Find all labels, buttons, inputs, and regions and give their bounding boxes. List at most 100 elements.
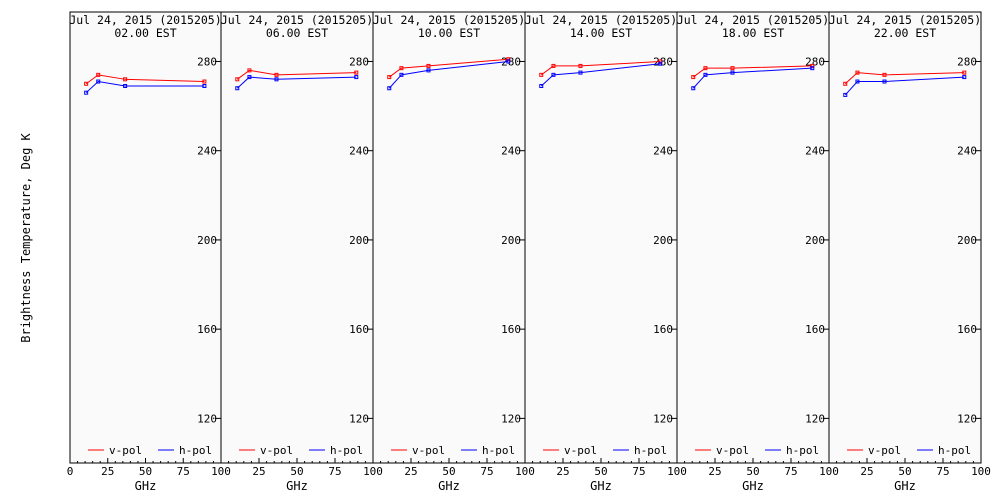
data-point-h-pol: [691, 86, 696, 91]
panel-1: Jul 24, 2015 (2015205)02.00 EST 120 160 200…: [67, 11, 231, 493]
x-tick-label: 50: [442, 465, 455, 478]
data-point-h-pol: [274, 77, 279, 82]
x-tick-label: 50: [898, 465, 911, 478]
data-point-h-pol: [123, 84, 128, 88]
data-point-h-pol: [539, 84, 544, 88]
data-point-v-pol: [691, 75, 696, 80]
legend-label-v-pol: v-pol: [260, 444, 293, 457]
y-tick-label: 280: [653, 55, 673, 68]
data-point-v-pol: [506, 57, 511, 62]
data-point-h-pol: [202, 84, 207, 88]
y-tick-label: 280: [197, 55, 217, 68]
legend-label-v-pol: v-pol: [109, 444, 142, 457]
data-point-v-pol: [274, 72, 279, 77]
data-point-h-pol: [84, 90, 89, 95]
x-tick-label: 100: [515, 465, 535, 478]
x-axis-label: GHz: [438, 479, 460, 493]
y-tick-label: 120: [653, 412, 673, 425]
y-tick-label: 200: [197, 234, 217, 247]
legend-label-h-pol: h-pol: [938, 444, 971, 457]
panel-title-time: 18.00 EST: [722, 26, 784, 40]
y-tick-label: 120: [349, 412, 369, 425]
data-point-h-pol: [235, 86, 240, 91]
x-tick-label: 50: [290, 465, 303, 478]
y-axis-label: Brightness Temperature, Deg K: [19, 132, 33, 342]
x-tick-label: 75: [632, 465, 645, 478]
panel-title-time: 22.00 EST: [874, 26, 936, 40]
y-tick-label: 280: [957, 55, 977, 68]
panel-4: Jul 24, 2015 (2015205)14.00 EST 120 160 200…: [524, 11, 687, 493]
data-point-v-pol: [551, 63, 556, 68]
data-point-v-pol: [962, 70, 967, 75]
y-tick-label: 240: [653, 145, 673, 158]
data-point-v-pol: [387, 75, 392, 80]
data-point-v-pol: [882, 72, 887, 77]
panel-title-date: Jul 24, 2015 (2015205): [373, 13, 525, 27]
x-axis-label: GHz: [742, 479, 764, 493]
y-tick-label: 160: [805, 323, 825, 336]
panel-title-date: Jul 24, 2015 (2015205): [677, 13, 829, 27]
y-tick-label: 120: [957, 412, 977, 425]
y-tick-label: 280: [501, 55, 521, 68]
x-tick-label: 25: [556, 465, 569, 478]
y-tick-label: 160: [349, 323, 369, 336]
y-tick-label: 200: [653, 234, 673, 247]
panel-title-date: Jul 24, 2015 (2015205): [221, 13, 373, 27]
data-point-v-pol: [855, 70, 860, 75]
y-tick-label: 200: [805, 234, 825, 247]
x-tick-label: 25: [860, 465, 873, 478]
y-tick-label: 240: [805, 145, 825, 158]
data-point-v-pol: [247, 68, 252, 73]
data-point-v-pol: [426, 63, 431, 68]
y-tick-label: 240: [501, 145, 521, 158]
x-tick-label: 75: [784, 465, 797, 478]
panel-frame: [69, 11, 222, 464]
panels-group: Jul 24, 2015 (2015205) 02.00 EST 120 160 200…: [67, 11, 991, 493]
series-line-v-pol: [236, 69, 357, 80]
legend-label-h-pol: h-pol: [179, 444, 212, 457]
y-tick-label: 120: [501, 412, 521, 425]
x-tick-label: 25: [101, 465, 114, 478]
data-point-v-pol: [843, 81, 848, 86]
x-axis-label: GHz: [135, 479, 157, 493]
y-tick-label: 200: [957, 234, 977, 247]
data-point-h-pol: [962, 75, 967, 80]
y-tick-label: 280: [805, 55, 825, 68]
data-point-h-pol: [399, 72, 404, 77]
panel-frame: [372, 11, 526, 464]
x-tick-label: 50: [139, 465, 152, 478]
series-line-h-pol: [85, 81, 205, 94]
data-point-h-pol: [843, 92, 848, 97]
y-tick-label: 160: [197, 323, 217, 336]
y-tick-label: 160: [957, 323, 977, 336]
x-tick-label: 100: [819, 465, 839, 478]
data-point-h-pol: [96, 79, 101, 84]
x-tick-label: 25: [252, 465, 265, 478]
series-line-h-pol: [388, 60, 509, 89]
legend-label-h-pol: h-pol: [634, 444, 667, 457]
data-point-h-pol: [730, 70, 735, 75]
panel-6: Jul 24, 2015 (2015205)22.00 EST 120 160 200…: [828, 11, 991, 493]
data-point-v-pol: [84, 81, 89, 86]
panel-title-time: 02.00 EST: [114, 26, 176, 40]
data-point-v-pol: [658, 59, 663, 64]
x-tick-label: 100: [971, 465, 991, 478]
data-point-h-pol: [506, 59, 511, 64]
series-line-v-pol: [85, 74, 205, 85]
data-point-v-pol: [96, 72, 101, 77]
panel-5: Jul 24, 2015 (2015205)18.00 EST 120 160 200…: [676, 11, 839, 493]
x-tick-label: 0: [67, 465, 74, 478]
legend-label-v-pol: v-pol: [564, 444, 597, 457]
legend-label-v-pol: v-pol: [412, 444, 445, 457]
data-point-v-pol: [123, 77, 128, 82]
x-tick-label: 50: [746, 465, 759, 478]
y-tick-label: 120: [805, 412, 825, 425]
x-axis-label: GHz: [590, 479, 612, 493]
x-tick-label: 75: [177, 465, 190, 478]
x-tick-label: 100: [667, 465, 687, 478]
legend-label-h-pol: h-pol: [330, 444, 363, 457]
x-tick-label: 75: [936, 465, 949, 478]
data-point-v-pol: [202, 79, 207, 84]
y-tick-label: 240: [197, 145, 217, 158]
panel-title-time: 10.00 EST: [418, 26, 480, 40]
